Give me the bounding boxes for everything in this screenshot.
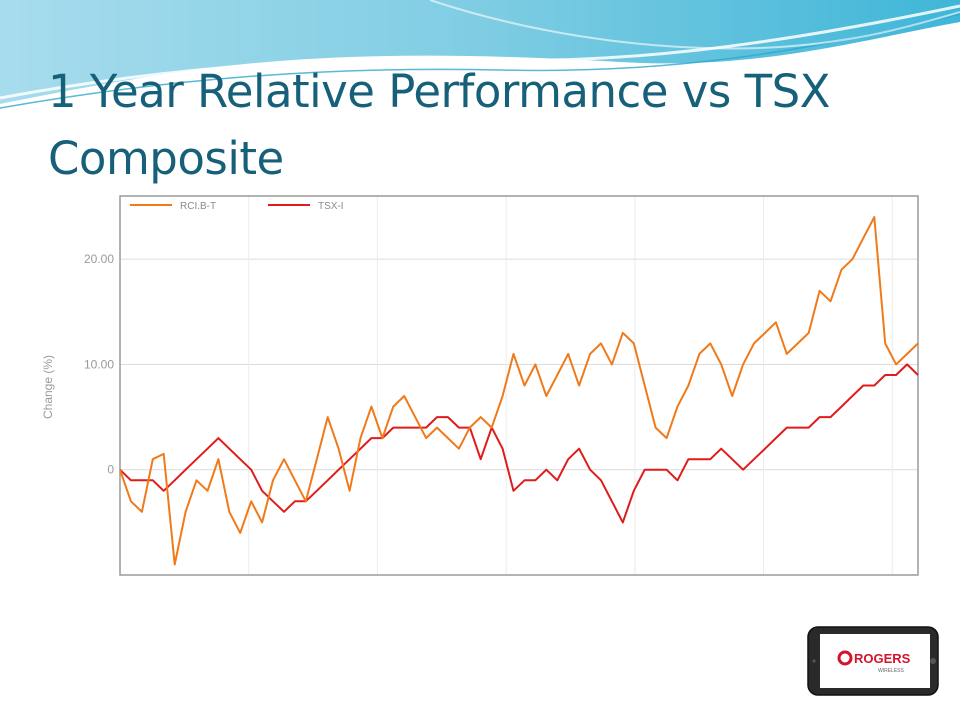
plot-frame — [119, 195, 919, 576]
y-tick-label: 20.00 — [84, 252, 114, 266]
header-wave-highlight — [0, 4, 960, 100]
y-tick-label: 0 — [107, 463, 114, 477]
logo-subtext: WIRELESS — [878, 668, 905, 674]
slide-title: 1 Year Relative Performance vs TSX Compo… — [48, 65, 831, 185]
series-line-rci-b-t — [119, 216, 919, 566]
line-chart: 0 10.00 20.00 Change (%) RCI.B-T TSX-I — [41, 195, 919, 576]
phone-speaker — [812, 659, 816, 663]
legend-label: TSX-I — [318, 201, 344, 212]
logo-wordmark: ROGERS — [854, 651, 911, 666]
series-line-tsx-i — [119, 363, 919, 524]
y-axis-ticks: 0 10.00 20.00 — [84, 252, 114, 477]
chart-legend: RCI.B-T TSX-I — [130, 201, 344, 212]
header-wave-line-2 — [429, 0, 960, 50]
rogers-phone-logo: ROGERS WIRELESS — [807, 626, 939, 696]
rogers-logo-icon — [837, 650, 853, 666]
chart-grid — [120, 196, 918, 575]
y-tick-label: 10.00 — [84, 357, 114, 371]
header-wave — [0, 0, 960, 104]
series-lines — [119, 216, 919, 566]
y-axis-label: Change (%) — [41, 355, 55, 419]
phone-button — [930, 658, 936, 664]
legend-label: RCI.B-T — [180, 201, 216, 212]
header-wave-line — [0, 13, 960, 109]
chart-container: 0 10.00 20.00 Change (%) RCI.B-T TSX-I — [34, 187, 933, 587]
